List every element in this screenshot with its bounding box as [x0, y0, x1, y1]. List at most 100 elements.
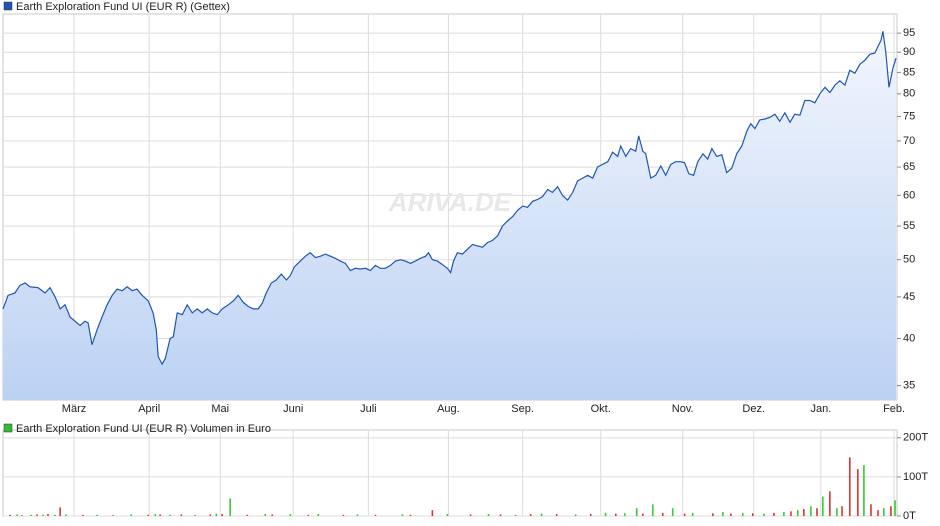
volume-bar	[154, 514, 157, 516]
volume-bar	[783, 512, 785, 516]
volume-bar	[683, 513, 686, 516]
volume-bar	[540, 513, 543, 516]
x-tick-label: Sep.	[511, 403, 534, 415]
volume-bar	[514, 514, 517, 516]
volume-bar	[890, 506, 892, 516]
volume-bar	[356, 514, 359, 516]
x-tick-label: Aug.	[437, 403, 460, 415]
volume-bar	[36, 514, 38, 516]
volume-bar	[810, 506, 812, 516]
volume-bar	[246, 514, 249, 516]
volume-bar	[857, 469, 859, 516]
legend-label: Earth Exploration Fund UI (EUR R) (Gette…	[16, 1, 230, 13]
volume-bar	[42, 514, 44, 516]
volume-bar	[829, 491, 831, 516]
volume-bar	[816, 508, 818, 516]
line	[2, 31, 897, 366]
volume-bar	[446, 514, 449, 516]
volume-bar	[159, 514, 161, 516]
volume-bar	[342, 514, 345, 516]
volume-bar	[229, 498, 232, 516]
volume-bar	[651, 504, 654, 516]
volume-bar	[401, 514, 404, 516]
volume-bar	[289, 514, 292, 516]
volume-bar	[65, 514, 67, 516]
volume-bar	[691, 512, 694, 516]
volume-bar	[147, 514, 150, 516]
y-tick-label: 65	[903, 161, 915, 173]
volume-bar	[751, 513, 754, 516]
volume-bar	[604, 512, 607, 516]
volume-bar	[836, 508, 838, 516]
area	[3, 31, 896, 401]
volume-bar	[894, 500, 896, 516]
volume-bar	[529, 514, 532, 516]
volume-bar	[469, 514, 472, 516]
volume-bar	[96, 514, 98, 516]
y-tick-label: 85	[903, 66, 915, 78]
volume-bar	[574, 514, 577, 516]
y-tick-label: 45	[903, 291, 915, 303]
volume-bar	[671, 508, 674, 516]
volume-bar	[849, 457, 851, 516]
volume-bar	[870, 504, 872, 516]
volume-bar	[271, 514, 274, 516]
volume-bar	[21, 515, 23, 516]
y-tick-label: 100T	[903, 471, 928, 483]
volume-bar	[215, 513, 218, 516]
x-tick-label: März	[62, 403, 86, 415]
x-tick-label: Okt.	[591, 403, 611, 415]
legend-swatch	[3, 1, 13, 11]
volume-bar	[773, 512, 775, 516]
x-tick-label: April	[138, 403, 160, 415]
volume-bar	[221, 514, 223, 516]
volume-bar	[883, 508, 885, 516]
volume-bar	[59, 507, 61, 516]
y-tick-label: 60	[903, 189, 915, 201]
x-tick-label: Dez.	[742, 403, 765, 415]
volume-bar	[9, 514, 11, 516]
volume-bar	[180, 514, 183, 516]
y-tick-label: 200T	[903, 432, 928, 444]
x-tick-label: Feb.	[883, 403, 905, 415]
legend-swatch	[3, 423, 13, 433]
volume-bar	[30, 514, 32, 516]
volume-bar	[877, 510, 879, 516]
y-tick-label: 90	[903, 46, 915, 58]
volume-bar	[635, 508, 638, 516]
volume-bar	[317, 514, 320, 516]
volume-bar	[307, 514, 310, 516]
volume-bar	[722, 512, 724, 516]
y-tick-label: 0T	[903, 510, 916, 522]
y-tick-label: 55	[903, 220, 915, 232]
y-tick-label: 50	[903, 254, 915, 266]
volume-bar	[47, 514, 49, 516]
volume-bar	[822, 496, 824, 516]
volume-bar	[16, 514, 18, 516]
volume-bar	[499, 514, 502, 516]
legend-label: Earth Exploration Fund UI (EUR R) Volume…	[16, 423, 271, 435]
volume-bar	[661, 512, 664, 516]
watermark: ARIVA.DE	[388, 187, 512, 217]
volume-bar	[803, 508, 805, 516]
volume-bar	[796, 510, 799, 516]
volume-bar	[374, 514, 377, 516]
volume-bar	[130, 514, 133, 516]
volume-bar	[431, 510, 434, 516]
volume-bar	[741, 512, 744, 516]
volume-bar	[863, 465, 865, 516]
y-tick-label: 95	[903, 27, 915, 39]
volume-bar	[841, 506, 843, 516]
y-tick-label: 40	[903, 332, 915, 344]
volume-bar	[194, 514, 196, 516]
y-tick-label: 35	[903, 379, 915, 391]
volume-bar	[790, 511, 792, 516]
volume-bar	[209, 514, 212, 516]
volume-bar	[623, 513, 626, 516]
x-tick-label: Juli	[360, 403, 377, 415]
x-tick-label: Mai	[211, 403, 229, 415]
volume-bar	[264, 514, 267, 516]
x-tick-label: Nov.	[672, 403, 694, 415]
